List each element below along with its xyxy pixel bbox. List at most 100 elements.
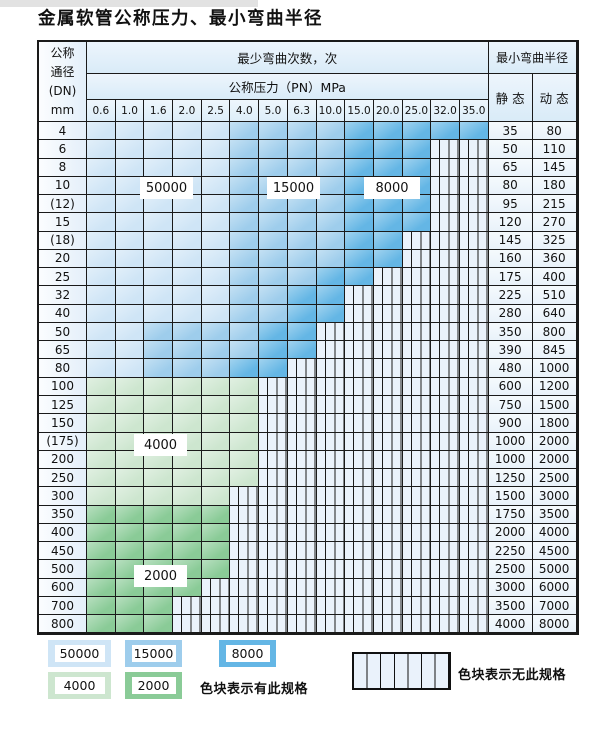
dynamic-radius-cell: 8000	[532, 615, 577, 634]
spec-cell	[259, 158, 288, 177]
spec-cell	[431, 249, 460, 269]
spec-cell	[173, 322, 202, 342]
spec-cell	[87, 542, 116, 561]
spec-cell	[316, 176, 346, 196]
spec-cell	[316, 414, 346, 433]
static-radius-cell: 225	[488, 286, 533, 305]
spec-cell	[402, 341, 432, 360]
spec-cell	[459, 304, 489, 323]
spec-cell	[201, 231, 231, 250]
spec-cell	[259, 523, 288, 543]
spec-cell	[230, 304, 260, 323]
spec-cell	[431, 505, 460, 524]
spec-cell	[259, 213, 288, 232]
dn-cell: 450	[39, 542, 87, 561]
spec-cell	[87, 213, 116, 232]
spec-cell	[201, 341, 231, 360]
spec-cell	[459, 322, 489, 342]
spec-cell	[345, 195, 374, 214]
pressure-tick: 1.6	[144, 100, 174, 122]
spec-cell	[287, 268, 317, 287]
dynamic-header: 动 态	[532, 74, 577, 122]
spec-cell	[373, 249, 403, 269]
spec-cell	[259, 560, 288, 579]
dynamic-radius-cell: 400	[532, 268, 577, 287]
spec-cell	[316, 469, 346, 488]
spec-cell	[230, 505, 260, 524]
spec-cell	[115, 122, 145, 141]
dn-cell: (18)	[39, 231, 87, 250]
spec-cell	[459, 542, 489, 561]
dn-cell: 500	[39, 560, 87, 579]
spec-cell	[431, 487, 460, 506]
spec-cell	[87, 140, 116, 159]
spec-cell	[345, 158, 374, 177]
spec-cell	[115, 596, 145, 616]
spec-cell	[373, 213, 403, 232]
spec-cell	[201, 523, 231, 543]
spec-cell	[87, 395, 116, 415]
spec-cell	[230, 359, 260, 378]
spec-cell	[144, 395, 174, 415]
dynamic-radius-cell: 1200	[532, 377, 577, 396]
spec-cell	[316, 286, 346, 305]
dn-cell: 100	[39, 377, 87, 396]
pressure-tick: 25.0	[402, 100, 432, 122]
spec-cell	[115, 359, 145, 378]
spec-cell	[201, 195, 231, 214]
static-radius-cell: 900	[488, 414, 533, 433]
spec-cell	[173, 231, 202, 250]
spec-cell	[144, 268, 174, 287]
dynamic-radius-cell: 110	[532, 140, 577, 159]
dynamic-radius-cell: 4500	[532, 542, 577, 561]
spec-cell	[144, 615, 174, 634]
legend-swatch-8000: 8000	[219, 640, 276, 667]
spec-cell	[402, 560, 432, 579]
dn-cell: (175)	[39, 432, 87, 451]
dn-cell: 600	[39, 578, 87, 597]
spec-cell	[230, 578, 260, 597]
corner-line: 通径	[50, 64, 75, 79]
spec-cell	[201, 542, 231, 561]
spec-cell	[173, 195, 202, 214]
dynamic-radius-cell: 1800	[532, 414, 577, 433]
spec-cell	[259, 469, 288, 488]
spec-cell	[459, 615, 489, 634]
spec-cell	[87, 523, 116, 543]
dynamic-radius-cell: 640	[532, 304, 577, 323]
spec-cell	[402, 322, 432, 342]
spec-cell	[144, 469, 174, 488]
spec-cell	[431, 596, 460, 616]
min-radius-header: 最小弯曲半径	[488, 42, 577, 74]
spec-cell	[431, 432, 460, 451]
spec-cell	[201, 560, 231, 579]
spec-cell	[173, 304, 202, 323]
spec-cell	[459, 286, 489, 305]
dn-cell: 8	[39, 158, 87, 177]
spec-cell	[230, 596, 260, 616]
spec-cell	[144, 286, 174, 305]
spec-cell	[402, 286, 432, 305]
spec-cell	[201, 140, 231, 159]
spec-cell	[316, 596, 346, 616]
static-radius-cell: 1500	[488, 487, 533, 506]
dynamic-radius-cell: 2000	[532, 432, 577, 451]
spec-cell	[230, 523, 260, 543]
static-radius-cell: 1250	[488, 469, 533, 488]
dn-cell: 20	[39, 249, 87, 269]
spec-cell	[345, 140, 374, 159]
spec-cell	[459, 249, 489, 269]
dynamic-radius-cell: 3500	[532, 505, 577, 524]
spec-cell	[431, 213, 460, 232]
spec-cell	[144, 596, 174, 616]
spec-cell	[115, 322, 145, 342]
static-radius-cell: 600	[488, 377, 533, 396]
dn-cell: 80	[39, 359, 87, 378]
spec-cell	[373, 322, 403, 342]
spec-cell	[87, 469, 116, 488]
dynamic-radius-cell: 360	[532, 249, 577, 269]
spec-cell	[431, 359, 460, 378]
corner-header-dn: 公称 通径 (DN) mm	[39, 42, 87, 122]
spec-cell	[459, 395, 489, 415]
spec-cell	[345, 432, 374, 451]
